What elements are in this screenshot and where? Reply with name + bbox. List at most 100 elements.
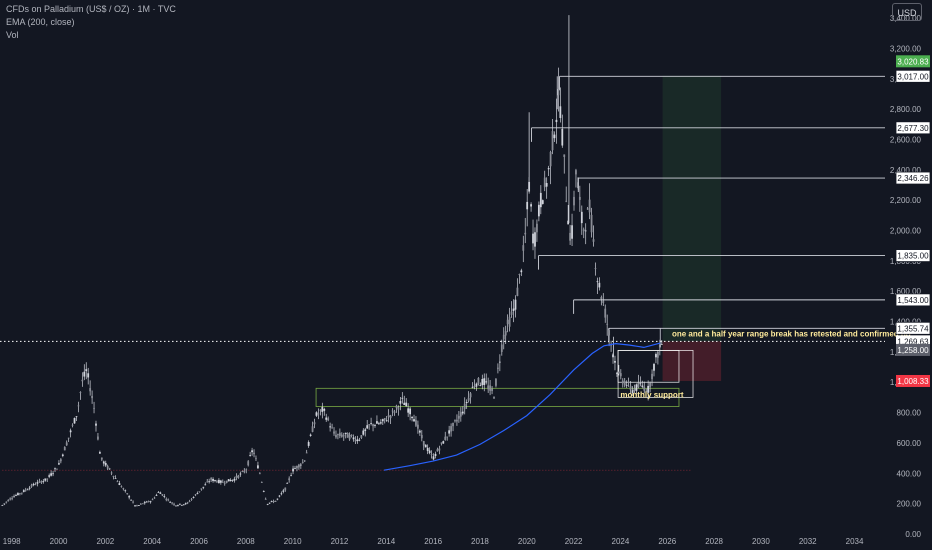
y-tick-label: 600.00 (897, 439, 922, 448)
ema-legend[interactable]: EMA (200, close) (6, 17, 75, 27)
long-position-target-zone (662, 75, 722, 342)
candle-body (557, 88, 560, 96)
candle-body (498, 361, 501, 363)
candle-body (69, 430, 72, 433)
candle-body (497, 367, 499, 369)
candle-body (48, 475, 51, 477)
candle-body (241, 471, 244, 473)
candle-body (104, 462, 107, 466)
candle-body (184, 503, 187, 505)
x-tick-label: 2028 (705, 537, 723, 546)
candle-body (436, 449, 439, 452)
y-tick-label: 400.00 (897, 469, 922, 478)
candle-body (596, 281, 599, 283)
drawing-layer[interactable] (2, 75, 722, 471)
candle-body (582, 229, 585, 231)
x-tick-label: 2004 (143, 537, 161, 546)
candle-body (13, 496, 15, 498)
candle-body (580, 211, 583, 224)
candle-body (337, 434, 339, 436)
candle-body (329, 426, 332, 428)
candle-body (288, 478, 291, 481)
candle-body (551, 131, 554, 151)
candle-body (555, 119, 558, 123)
candle-body (63, 446, 66, 451)
candle-body (475, 383, 478, 387)
ema-200-line (383, 342, 661, 471)
candle-body (450, 426, 452, 432)
candle-body (459, 412, 462, 417)
candle-body (368, 424, 371, 426)
candle-body (311, 426, 314, 432)
candle-body (381, 419, 384, 422)
candle-body (530, 204, 532, 207)
horizontal-levels[interactable] (0, 75, 885, 343)
candle-body (430, 454, 433, 455)
candle-body (393, 411, 396, 414)
level-price-label-2-bg (895, 171, 931, 185)
ema-price-label-bg (896, 343, 930, 356)
candle-body (366, 425, 369, 429)
candle-body (266, 503, 269, 505)
candle-body (22, 490, 25, 492)
candle-body (229, 480, 232, 482)
candle-body (313, 422, 316, 425)
candle-body (327, 418, 330, 421)
candle-body (584, 230, 587, 232)
candle-body (77, 405, 80, 407)
candle-body (307, 442, 310, 446)
candle-body (52, 473, 54, 475)
candle-body (360, 435, 363, 438)
candle-body (469, 393, 472, 398)
candle-body (541, 200, 544, 204)
candle-body (139, 503, 142, 505)
candle-body (110, 472, 113, 474)
candle-body (223, 482, 226, 484)
candle-body (617, 371, 620, 374)
candle-body (600, 297, 603, 300)
candle-body (130, 499, 133, 501)
y-tick-label: 2,800.00 (890, 105, 922, 114)
candle-body (493, 397, 495, 399)
candle-body (56, 468, 58, 470)
candle-body (625, 384, 628, 386)
currency-button[interactable]: USD (892, 3, 922, 21)
candle-body (331, 427, 333, 429)
candle-body (149, 501, 152, 503)
candle-body (537, 204, 540, 217)
candle-body (405, 402, 408, 407)
candle-body (323, 408, 326, 411)
candle-body (167, 499, 170, 501)
volume-legend[interactable]: Vol (6, 30, 19, 40)
candle-body (173, 503, 175, 505)
candle-body (155, 494, 158, 496)
candle-body (612, 354, 614, 358)
x-tick-label: 2032 (799, 537, 817, 546)
candle-body (225, 480, 228, 483)
annotation-layer: monthly support one and a half year range… (620, 330, 910, 400)
candle-body (42, 481, 45, 482)
level-price-label-5-bg (895, 321, 931, 335)
price-label-layer: 3,017.00 2,677.30 2,346.26 1,835.00 1,543.00… (895, 55, 931, 387)
candle-body (452, 422, 454, 427)
candle-body (424, 444, 427, 448)
candle-body (539, 192, 542, 208)
x-tick-label: 2016 (424, 537, 442, 546)
candle-body (485, 381, 488, 383)
candle-body (262, 490, 265, 492)
candle-body (504, 330, 507, 336)
candle-body (132, 501, 134, 503)
candle-body (268, 502, 271, 504)
level-price-label-4-bg (895, 293, 931, 307)
last-price-label: 1,269.63 (897, 337, 929, 346)
candle-body (206, 481, 209, 483)
candle-body (309, 434, 312, 436)
candle-body (444, 436, 447, 440)
candle-body (204, 484, 207, 486)
chart-title: CFDs on Palladium (US$ / OZ) · 1M · TVC (6, 4, 176, 14)
candle-body (278, 495, 281, 497)
candle-body (296, 465, 298, 469)
candle-body (567, 220, 570, 225)
